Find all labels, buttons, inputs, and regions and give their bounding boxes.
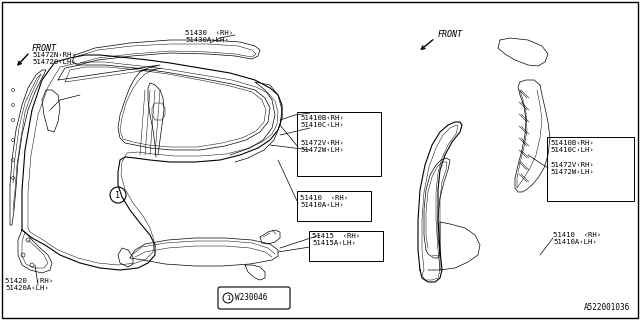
Text: 51410  ‹RH›
51410A‹LH›: 51410 ‹RH› 51410A‹LH› <box>300 195 348 208</box>
Text: 51410B‹RH›
51410C‹LH›: 51410B‹RH› 51410C‹LH› <box>550 140 594 153</box>
FancyBboxPatch shape <box>309 231 383 261</box>
Text: W230046: W230046 <box>235 293 268 302</box>
Text: 51472V‹RH›
51472W‹LH›: 51472V‹RH› 51472W‹LH› <box>300 140 344 153</box>
Text: 51472V‹RH›
51472W‹LH›: 51472V‹RH› 51472W‹LH› <box>550 162 594 175</box>
FancyBboxPatch shape <box>297 191 371 221</box>
Text: 1: 1 <box>115 190 120 199</box>
Text: 51472N‹RH›
514720‹LH›: 51472N‹RH› 514720‹LH› <box>32 52 76 65</box>
Text: 51410B‹RH›
51410C‹LH›: 51410B‹RH› 51410C‹LH› <box>300 115 344 128</box>
Text: A522001036: A522001036 <box>584 303 630 312</box>
Text: FRONT: FRONT <box>32 44 57 53</box>
Text: 1: 1 <box>226 295 230 301</box>
FancyBboxPatch shape <box>547 137 634 201</box>
Text: 51415  ‹RH›
51415A‹LH›: 51415 ‹RH› 51415A‹LH› <box>312 233 360 246</box>
FancyBboxPatch shape <box>218 287 290 309</box>
Text: 51430  ‹RH›
51430A‹LH›: 51430 ‹RH› 51430A‹LH› <box>185 30 233 43</box>
FancyBboxPatch shape <box>297 112 381 176</box>
Text: 51420  ‹RH›
51420A‹LH›: 51420 ‹RH› 51420A‹LH› <box>5 278 53 291</box>
Text: FRONT: FRONT <box>438 30 463 39</box>
Text: 51410  ‹RH›
51410A‹LH›: 51410 ‹RH› 51410A‹LH› <box>553 232 601 245</box>
